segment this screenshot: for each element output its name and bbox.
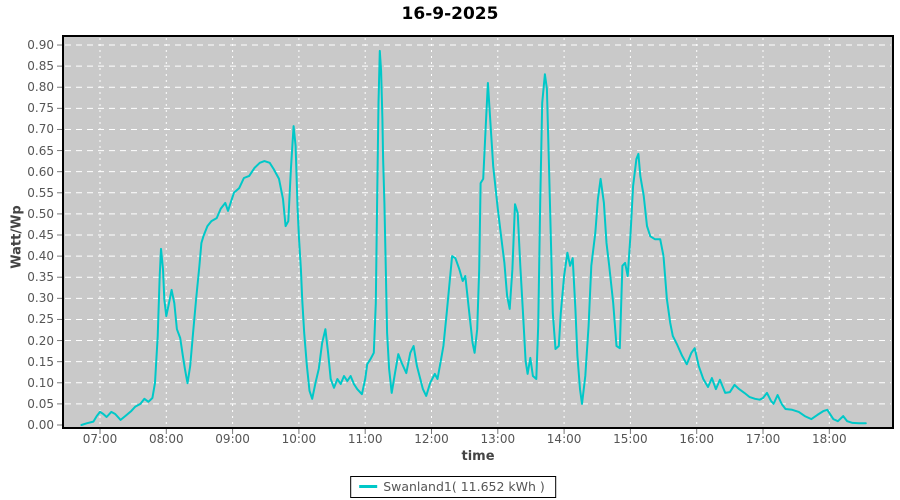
y-tick-label: 0.60: [27, 164, 54, 179]
y-tick-label: 0.65: [27, 143, 54, 158]
x-tick-label: 17:00: [745, 432, 781, 446]
y-tick-label: 0.40: [27, 249, 54, 264]
legend-box: Swanland1( 11.652 kWh ): [350, 476, 556, 498]
series-line-swanland1: [80, 49, 867, 426]
y-tick-label: 0.20: [27, 333, 54, 348]
x-tick-label: 15:00: [613, 432, 648, 446]
legend-line-swatch: [359, 485, 378, 488]
x-tick-label: 08:00: [149, 432, 184, 446]
x-tick-label: 16:00: [679, 432, 714, 446]
y-tick-label: 0.30: [27, 291, 54, 306]
y-tick-label: 0.15: [27, 354, 54, 369]
x-tick-label: 14:00: [546, 432, 582, 446]
plot-background: [63, 36, 893, 428]
legend-series-label: Swanland1( 11.652 kWh ): [383, 479, 545, 494]
y-tick-label: 0.05: [27, 396, 54, 411]
y-tick-label: 0.55: [27, 185, 54, 200]
y-tick-label: 0.00: [27, 418, 54, 432]
x-tick-label: 09:00: [215, 432, 250, 446]
y-tick-label: 0.10: [27, 375, 54, 390]
x-tick-label: 18:00: [812, 432, 847, 446]
y-tick-label: 0.45: [27, 228, 54, 242]
y-tick-label: 0.90: [27, 38, 54, 53]
x-tick-label: 13:00: [480, 432, 516, 446]
y-tick-label: 0.70: [27, 122, 54, 137]
y-tick-label: 0.50: [27, 206, 54, 221]
plot-border: [62, 35, 894, 429]
y-axis-title: Watt/Wp: [9, 205, 25, 269]
x-tick-label: 10:00: [281, 432, 317, 446]
y-tick-label: 0.25: [27, 312, 54, 327]
y-tick-label: 0.75: [27, 101, 54, 116]
y-tick-label: 0.35: [27, 270, 54, 285]
x-tick-label: 07:00: [82, 432, 118, 446]
x-tick-label: 12:00: [414, 432, 449, 446]
chart-title: 16-9-2025: [401, 4, 499, 24]
y-tick-label: 0.80: [27, 80, 54, 95]
y-tick-label: 0.85: [27, 59, 54, 74]
x-axis-title: time: [461, 449, 495, 464]
x-tick-label: 11:00: [347, 432, 383, 446]
